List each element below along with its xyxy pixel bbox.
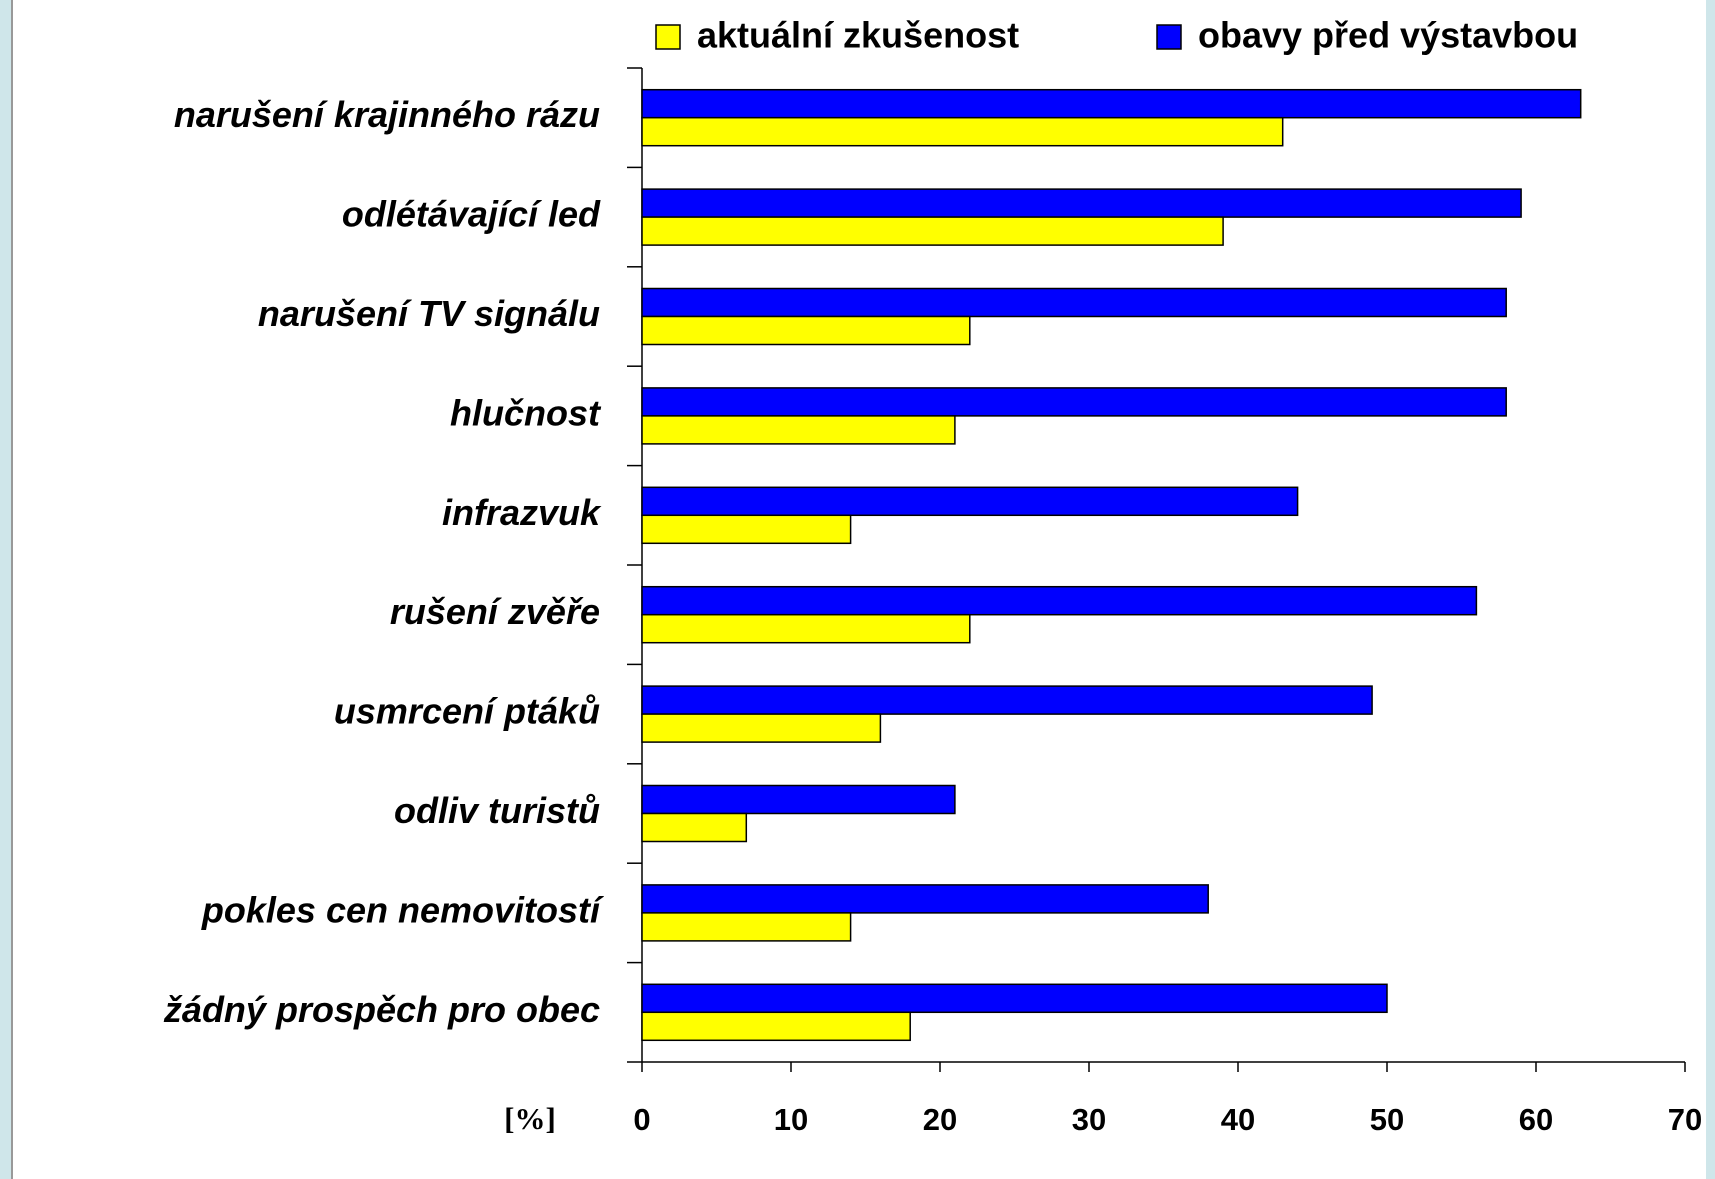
legend-swatch: [655, 24, 681, 50]
category-label: žádný prospěch pro obec: [163, 989, 600, 1030]
category-label: usmrcení ptáků: [334, 691, 600, 732]
bar: [641, 812, 748, 843]
x-tick-label: 50: [1370, 1102, 1404, 1137]
category-label: hlučnost: [450, 392, 602, 433]
bar: [641, 315, 971, 346]
bar: [641, 685, 1373, 715]
category-label: narušení TV signálu: [258, 293, 600, 334]
x-tick-label: 20: [923, 1102, 957, 1137]
bar: [641, 486, 1299, 517]
category-label: narušení krajinného rázu: [174, 94, 600, 135]
bar: [641, 415, 956, 445]
legend-label: obavy před výstavbou: [1198, 15, 1578, 56]
left-strip: [0, 0, 12, 1179]
x-tick-label: 0: [633, 1102, 650, 1137]
category-label: infrazvuk: [442, 492, 602, 533]
bar: [641, 983, 1388, 1014]
bar: [641, 387, 1507, 417]
bar: [641, 912, 852, 942]
bar: [641, 784, 956, 815]
legend-swatch: [1156, 24, 1182, 50]
bar: [641, 188, 1522, 218]
category-label: pokles cen nemovitostí: [201, 889, 604, 930]
category-label: odliv turistů: [394, 790, 600, 831]
x-tick-label: 30: [1072, 1102, 1106, 1137]
x-tick-label: 60: [1519, 1102, 1553, 1137]
x-tick-label: 10: [774, 1102, 808, 1137]
x-tick-label: 70: [1668, 1102, 1702, 1137]
bar: [641, 116, 1284, 147]
category-label: odlétávající led: [342, 194, 601, 235]
bar: [641, 713, 882, 743]
bar: [641, 514, 852, 545]
bar: [641, 613, 971, 644]
bar: [641, 884, 1209, 914]
axis-label: [%]: [504, 1101, 556, 1136]
bar: [641, 1011, 911, 1042]
bar: [641, 88, 1582, 119]
right-strip: [1706, 0, 1715, 1179]
bar: [641, 216, 1224, 246]
bar: [641, 585, 1478, 616]
category-label: rušení zvěře: [390, 591, 600, 632]
x-tick-label: 40: [1221, 1102, 1255, 1137]
legend-label: aktuální zkušenost: [697, 15, 1019, 56]
bar: [641, 287, 1507, 318]
